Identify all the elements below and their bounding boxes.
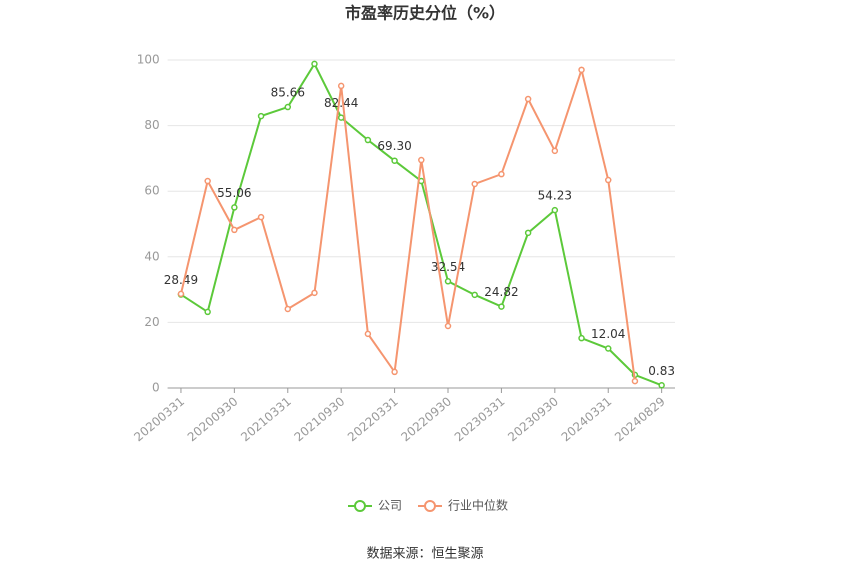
x-tick-label: 20200331 [131,394,187,444]
point [658,382,665,389]
data-label: 54.23 [538,189,572,203]
x-tick-label: 20210930 [292,394,348,444]
x-tick-label: 20220930 [398,394,454,444]
point [444,322,452,330]
point [524,95,532,103]
data-label: 12.04 [591,327,625,341]
data-label: 0.83 [648,364,675,378]
point [177,290,185,298]
point [444,278,452,285]
point [257,112,265,120]
point [284,305,292,313]
x-tick-label: 20230331 [452,394,508,444]
point [257,213,265,221]
x-tick-label: 20220331 [345,394,401,444]
y-tick-label: 80 [144,118,159,132]
y-tick-label: 60 [144,184,159,198]
point [284,103,292,111]
x-tick-label: 20230930 [505,394,561,444]
point [311,289,318,297]
y-tick-label: 100 [137,53,160,67]
y-tick-label: 0 [152,381,160,395]
point [551,206,559,214]
x-tick-label: 20240829 [612,394,668,444]
point [311,60,318,68]
legend-label[interactable]: 行业中位数 [448,498,508,513]
data-label: 85.66 [271,86,305,100]
point [391,368,398,376]
point [498,170,505,178]
point [391,157,398,164]
data-label: 55.06 [217,186,251,200]
series-line [180,61,663,387]
data-label: 24.82 [484,285,518,299]
point [204,308,211,316]
point [524,229,532,237]
point [337,82,345,90]
point [471,291,478,299]
point [604,176,612,184]
point [231,204,238,211]
point [578,334,585,342]
point [471,180,478,188]
point [364,330,372,338]
chart-title: 市盈率历史分位（%） [345,4,505,23]
point [204,177,211,185]
point [231,226,238,234]
point [364,136,372,144]
point [337,114,345,121]
y-tick-label: 40 [144,249,159,263]
x-tick-label: 20210331 [238,394,294,444]
data-label: 28.49 [164,273,198,287]
x-tick-label: 20240331 [559,394,615,444]
data-label: 82.44 [324,96,358,110]
point [418,156,425,164]
source-note: 数据来源：恒生聚源 [366,547,483,562]
point [631,377,639,385]
legend-marker [424,500,436,512]
legend-marker [354,500,366,512]
data-label: 69.30 [377,139,411,153]
point [604,345,612,352]
point [551,147,559,155]
point [498,303,505,310]
y-tick-label: 20 [144,315,159,329]
legend-label[interactable]: 公司 [378,499,402,513]
x-tick-label: 20200930 [185,394,241,444]
point [578,66,585,74]
series-line [179,66,636,382]
